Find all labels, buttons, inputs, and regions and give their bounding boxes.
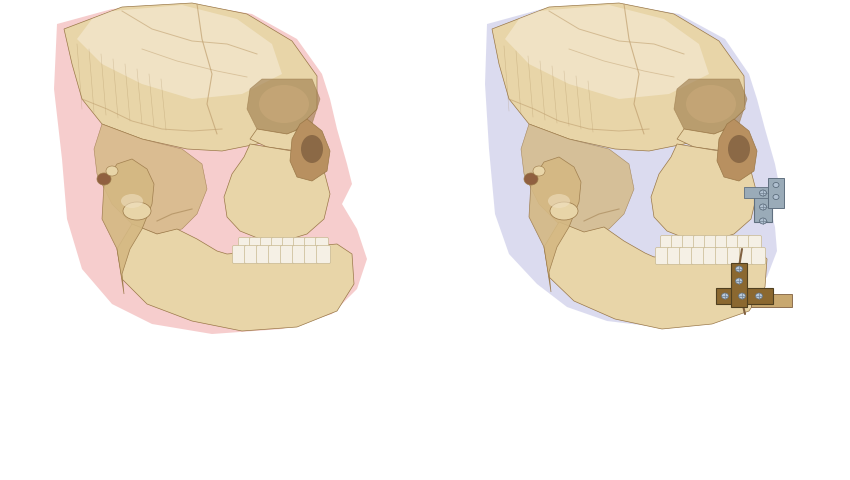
Polygon shape	[521, 125, 634, 235]
Ellipse shape	[97, 174, 111, 186]
Polygon shape	[717, 120, 757, 181]
FancyBboxPatch shape	[655, 248, 670, 265]
Polygon shape	[224, 144, 330, 241]
Ellipse shape	[756, 293, 762, 300]
FancyBboxPatch shape	[704, 248, 717, 265]
FancyBboxPatch shape	[692, 248, 706, 265]
Ellipse shape	[760, 191, 767, 197]
FancyBboxPatch shape	[716, 288, 773, 304]
FancyBboxPatch shape	[269, 246, 282, 264]
FancyBboxPatch shape	[316, 246, 331, 264]
Ellipse shape	[123, 203, 151, 220]
Ellipse shape	[735, 278, 743, 285]
Ellipse shape	[259, 86, 309, 124]
Polygon shape	[529, 157, 581, 292]
Ellipse shape	[533, 167, 545, 177]
Ellipse shape	[548, 194, 570, 209]
FancyBboxPatch shape	[660, 236, 673, 255]
Polygon shape	[102, 160, 154, 294]
Ellipse shape	[773, 183, 779, 188]
FancyBboxPatch shape	[705, 236, 717, 255]
FancyBboxPatch shape	[250, 238, 263, 257]
Ellipse shape	[760, 204, 767, 211]
FancyBboxPatch shape	[667, 248, 682, 265]
FancyBboxPatch shape	[293, 238, 307, 257]
Polygon shape	[505, 6, 709, 100]
Ellipse shape	[739, 293, 745, 300]
FancyBboxPatch shape	[731, 264, 747, 307]
Ellipse shape	[760, 218, 767, 225]
Polygon shape	[677, 125, 749, 152]
FancyBboxPatch shape	[672, 236, 684, 255]
FancyBboxPatch shape	[239, 238, 252, 257]
FancyBboxPatch shape	[754, 189, 772, 223]
FancyBboxPatch shape	[304, 238, 318, 257]
FancyBboxPatch shape	[694, 236, 706, 255]
Polygon shape	[94, 125, 207, 235]
FancyBboxPatch shape	[304, 246, 319, 264]
FancyBboxPatch shape	[751, 248, 766, 265]
Polygon shape	[492, 4, 745, 152]
FancyBboxPatch shape	[271, 238, 285, 257]
FancyBboxPatch shape	[282, 238, 296, 257]
FancyBboxPatch shape	[727, 236, 740, 255]
Ellipse shape	[301, 136, 323, 164]
FancyBboxPatch shape	[716, 248, 729, 265]
Polygon shape	[77, 6, 282, 100]
FancyBboxPatch shape	[728, 248, 741, 265]
Ellipse shape	[728, 136, 750, 164]
Ellipse shape	[550, 203, 578, 220]
FancyBboxPatch shape	[233, 246, 246, 264]
Ellipse shape	[722, 293, 728, 300]
Polygon shape	[485, 5, 779, 327]
Polygon shape	[64, 4, 317, 152]
Ellipse shape	[121, 194, 143, 209]
Polygon shape	[250, 125, 322, 152]
FancyBboxPatch shape	[245, 246, 258, 264]
FancyBboxPatch shape	[740, 248, 753, 265]
Ellipse shape	[735, 266, 743, 273]
FancyBboxPatch shape	[260, 238, 274, 257]
FancyBboxPatch shape	[768, 179, 784, 209]
FancyBboxPatch shape	[749, 236, 762, 255]
FancyBboxPatch shape	[738, 236, 751, 255]
FancyBboxPatch shape	[683, 236, 695, 255]
Polygon shape	[651, 144, 757, 241]
FancyBboxPatch shape	[315, 238, 328, 257]
Polygon shape	[674, 80, 747, 135]
Polygon shape	[544, 223, 767, 329]
Polygon shape	[290, 120, 330, 181]
Polygon shape	[247, 80, 320, 135]
FancyBboxPatch shape	[745, 187, 774, 198]
Ellipse shape	[106, 167, 118, 177]
FancyBboxPatch shape	[751, 294, 792, 307]
Polygon shape	[117, 225, 354, 331]
FancyBboxPatch shape	[679, 248, 694, 265]
Ellipse shape	[773, 195, 779, 200]
Polygon shape	[54, 5, 367, 334]
FancyBboxPatch shape	[280, 246, 294, 264]
FancyBboxPatch shape	[257, 246, 270, 264]
FancyBboxPatch shape	[292, 246, 307, 264]
Ellipse shape	[686, 86, 736, 124]
FancyBboxPatch shape	[716, 236, 728, 255]
Ellipse shape	[524, 174, 538, 186]
